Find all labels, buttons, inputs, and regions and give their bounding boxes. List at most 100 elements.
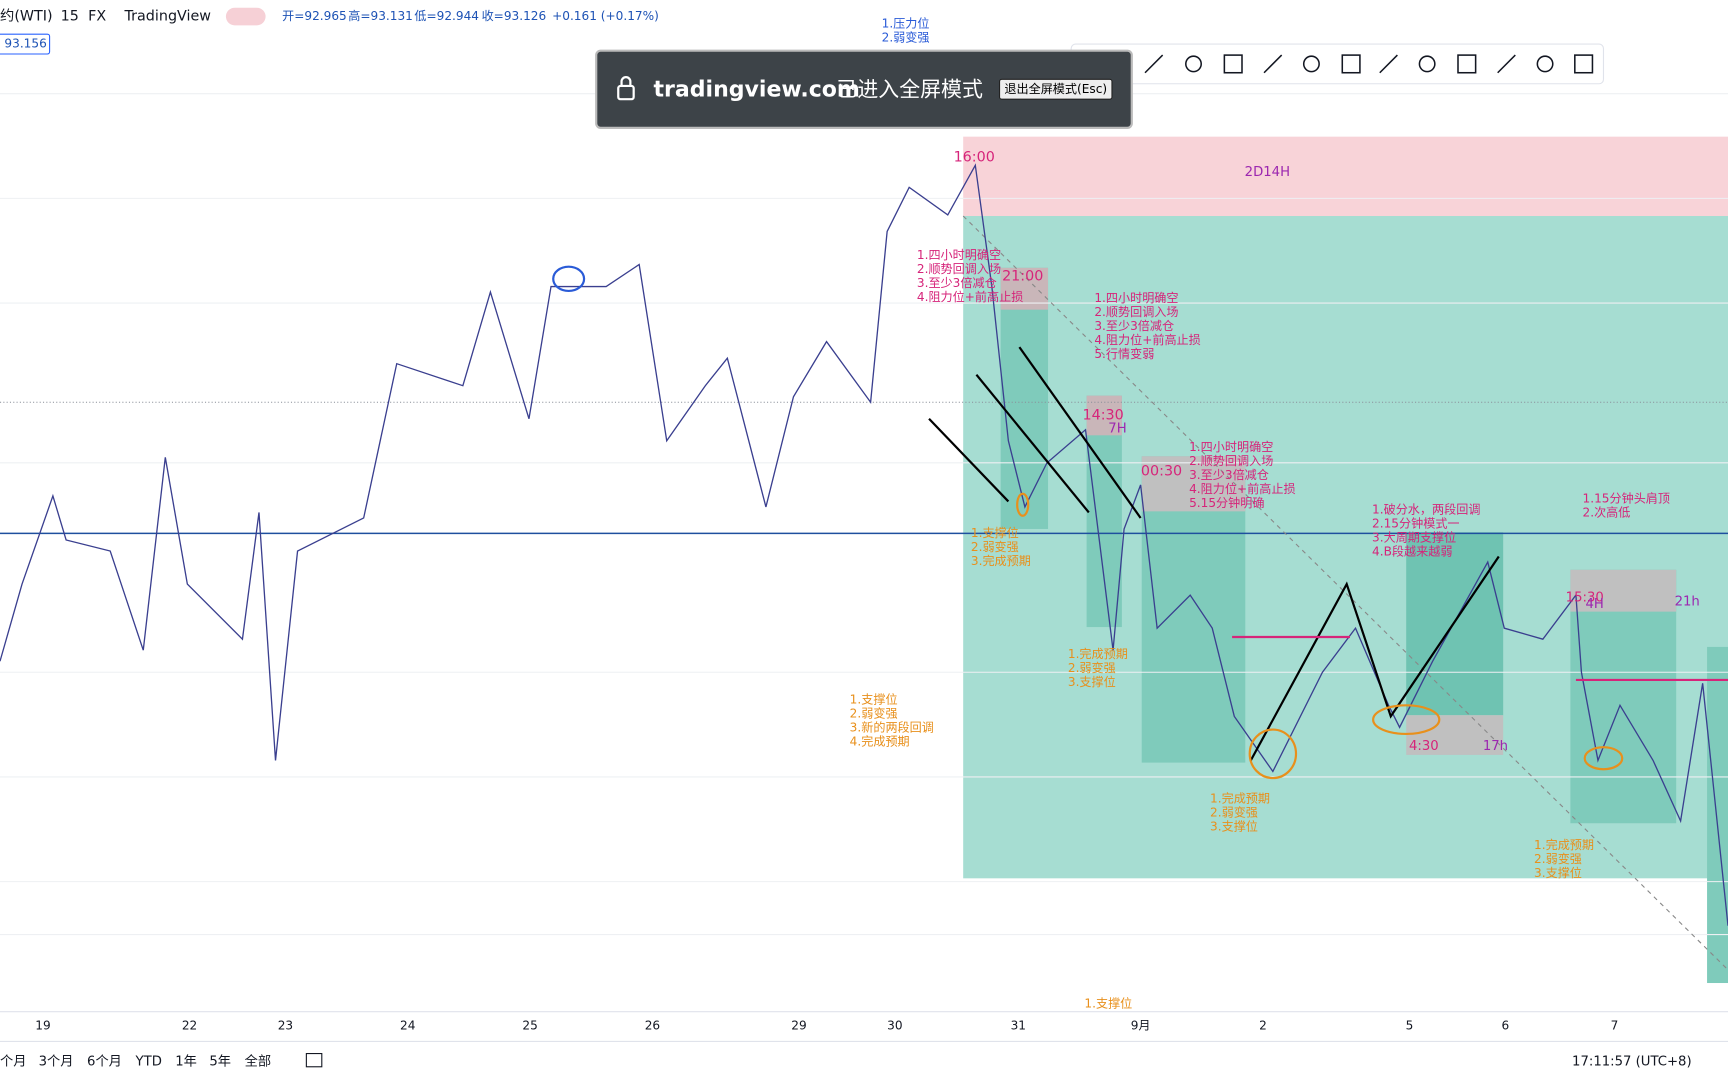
range-button[interactable]: 个月 — [0, 1053, 26, 1069]
annotation-line: 2.弱变强 — [882, 30, 930, 45]
annotation-line: 2.弱变强 — [1534, 851, 1582, 866]
annotation-line: 5.行情变弱 — [1094, 346, 1154, 361]
annotation-line: 5.15分钟明确 — [1189, 495, 1264, 510]
tool-icon — [1497, 54, 1516, 74]
annotation-line: 4.阻力位+前高止损 — [917, 289, 1023, 304]
replay-button[interactable] — [305, 1053, 323, 1068]
annotation-line: 2.顺势回调入场 — [917, 262, 1001, 276]
x-tick-label: 25 — [522, 1019, 537, 1033]
lock-icon — [620, 76, 632, 86]
annotation-line: 1.支撑位 — [1084, 995, 1132, 1010]
x-tick-label: 26 — [645, 1019, 660, 1033]
zone-box — [1707, 646, 1728, 984]
annotation-line: 1.15分钟头肩顶 — [1583, 491, 1671, 506]
arrows — [928, 346, 1500, 761]
annotation-line: 1.四小时明确空 — [1189, 440, 1273, 454]
price-tag-box — [0, 33, 51, 55]
time-label: 4H — [1585, 597, 1603, 612]
annotation-line: 4.完成预期 — [850, 733, 910, 748]
tool-icon — [1144, 54, 1164, 74]
high: 高=93.131 — [348, 8, 413, 23]
exit-button-label[interactable]: 退出全屏模式(Esc) — [1004, 81, 1107, 96]
time-label: 16:00 — [954, 150, 995, 166]
range-button[interactable]: 全部 — [245, 1052, 271, 1069]
annotation-line: 2.次高低 — [1583, 505, 1631, 520]
annotation-line: 4.阻力位+前高止损 — [1094, 332, 1200, 347]
annotation-line: 3.新的两段回调 — [850, 719, 934, 734]
annotation-line: 3.至少3倍减仓 — [1094, 318, 1174, 333]
notice-domain: tradingview.com — [654, 77, 860, 102]
interval: 15 — [61, 9, 79, 25]
lock-icon — [617, 84, 635, 101]
notice-message: 已进入全屏模式 — [836, 77, 983, 101]
annotation-line: 4.B段越来越弱 — [1372, 544, 1452, 559]
tool-icon — [1341, 54, 1361, 74]
annotation-line: 2.弱变强 — [850, 705, 898, 720]
annotation-line: 2.弱变强 — [971, 539, 1019, 554]
tool-icon — [1574, 54, 1594, 74]
zone-box — [1570, 569, 1677, 824]
risk-zone — [963, 136, 1728, 216]
annotation-line: 1.完成预期 — [1534, 837, 1594, 852]
tool-icon — [1185, 55, 1202, 73]
range-button[interactable]: 5年 — [209, 1053, 231, 1069]
annotation-line: 1.四小时明确空 — [917, 248, 1001, 262]
annotation-line: 2.15分钟模式一 — [1372, 516, 1460, 531]
time-label: 14:30 — [1083, 407, 1124, 423]
tool-icon — [1379, 54, 1398, 74]
exit-button[interactable] — [998, 78, 1113, 100]
x-axis: 19 22 23 24 25 26 29 30 31 9月 2 5 6 7 — [35, 1019, 1618, 1033]
x-tick-label: 7 — [1611, 1019, 1619, 1033]
circles — [1016, 492, 1624, 780]
drawing-toolbar — [1070, 43, 1605, 85]
x-tick-label: 6 — [1502, 1019, 1510, 1033]
annotation-line: 3.大周期支撑位 — [1372, 530, 1456, 545]
range-button[interactable]: 1年 — [175, 1053, 197, 1069]
annotation-line: 4.阻力位+前高止损 — [1189, 481, 1295, 496]
annotation-line: 1.支撑位 — [850, 691, 898, 706]
range-button[interactable]: YTD — [135, 1054, 162, 1069]
annotation-line: 1.完成预期 — [1068, 646, 1128, 661]
time-label: 21h — [1675, 595, 1700, 610]
zone-box — [1406, 715, 1504, 755]
range-bar: 个月 3个月 6个月 YTD 1年 5年 全部 — [0, 1052, 323, 1069]
time-label: 4:30 — [1409, 739, 1439, 754]
annotation-line: 1.破分水，两段回调 — [1372, 502, 1480, 517]
x-tick-label: 9月 — [1131, 1019, 1151, 1033]
symbol: 约(WTI) — [0, 8, 53, 25]
x-tick-label: 24 — [400, 1019, 416, 1033]
zone-box — [1000, 267, 1049, 529]
annotation-line: 2.弱变强 — [1210, 804, 1258, 819]
tool-icon — [1418, 55, 1436, 73]
clock: 17:11:57 (UTC+8) — [1572, 1054, 1692, 1069]
range-button[interactable]: 3个月 — [39, 1053, 74, 1069]
low: 低=92.944 — [414, 9, 479, 23]
range-button[interactable]: 6个月 — [87, 1053, 122, 1069]
time-label: 15:30 — [1566, 590, 1604, 605]
annotation-line: 2.顺势回调入场 — [1094, 305, 1178, 319]
tool-icon — [1263, 54, 1283, 74]
time-label: 7H — [1108, 422, 1126, 437]
x-tick-label: 30 — [887, 1019, 902, 1033]
zone-box — [1141, 456, 1246, 512]
x-tick-label: 29 — [791, 1019, 806, 1033]
zone-box — [1570, 569, 1677, 612]
annotation-line: 3.支撑位 — [1210, 818, 1258, 833]
zone-box — [1406, 532, 1504, 716]
time-label: 21:00 — [1002, 269, 1043, 285]
annotation-line: 3.至少3倍减仓 — [1189, 467, 1269, 482]
annotation-line: 1.压力位 — [882, 16, 930, 31]
x-tick-label: 2 — [1259, 1019, 1267, 1033]
source: TradingView — [124, 9, 212, 25]
annotation-line: 2.顺势回调入场 — [1189, 454, 1273, 468]
status-pill[interactable] — [225, 7, 266, 26]
time-label: 00:30 — [1141, 464, 1182, 480]
trend-line — [962, 215, 1728, 971]
annotation-line: 1.支撑位 — [971, 525, 1019, 540]
annotation-line: 3.支撑位 — [1068, 674, 1116, 689]
x-tick-label: 23 — [278, 1019, 293, 1033]
x-tick-label: 19 — [35, 1019, 50, 1033]
x-tick-label: 22 — [182, 1019, 197, 1033]
